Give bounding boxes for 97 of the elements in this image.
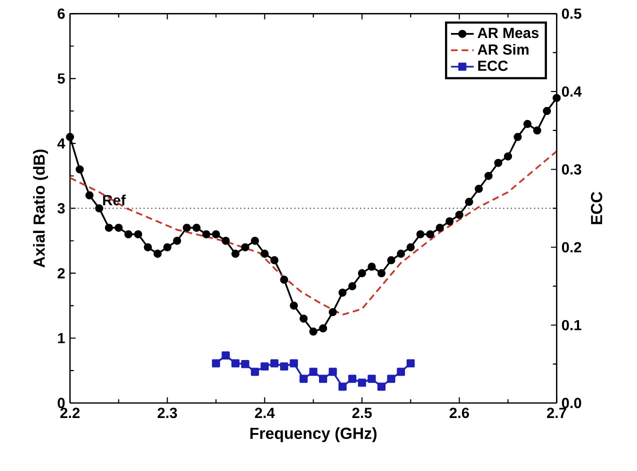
point — [300, 374, 308, 383]
point — [368, 374, 376, 383]
point — [368, 262, 376, 271]
point — [134, 230, 142, 238]
point — [192, 224, 201, 232]
point — [202, 230, 210, 238]
point — [514, 132, 522, 142]
point — [406, 359, 415, 368]
point — [396, 250, 405, 258]
point — [377, 269, 386, 278]
point — [416, 230, 424, 238]
point — [250, 236, 260, 245]
point — [533, 126, 542, 135]
point — [85, 191, 94, 200]
point — [144, 243, 152, 252]
point — [504, 152, 512, 160]
point — [377, 382, 386, 391]
y2-axis-title: ECC — [590, 192, 602, 224]
point — [464, 198, 474, 206]
y-tick-label: 2 — [58, 268, 65, 278]
point — [222, 351, 230, 360]
point — [358, 269, 366, 278]
point — [241, 243, 250, 252]
point — [290, 359, 298, 368]
x-tick-label: 2.6 — [450, 408, 469, 418]
point — [348, 374, 356, 383]
line-series — [70, 150, 557, 316]
point — [474, 184, 483, 193]
x-tick-label: 2.5 — [352, 408, 372, 418]
point — [270, 256, 278, 264]
x-tick-label: 2.3 — [158, 408, 178, 418]
y2-tick-label: 0.5 — [562, 8, 582, 19]
point — [446, 217, 454, 226]
y2-tick-label: 0.1 — [562, 320, 582, 330]
y-tick-label: 5 — [58, 73, 65, 84]
point — [104, 224, 114, 232]
point — [66, 132, 74, 142]
y-tick-label: 6 — [58, 8, 65, 19]
point — [212, 359, 220, 368]
y-tick-label: 4 — [57, 138, 66, 148]
y2-tick-label: 0.4 — [562, 86, 582, 97]
point — [387, 374, 396, 383]
point — [222, 236, 230, 245]
point — [328, 308, 337, 316]
point — [270, 359, 278, 368]
x-tick-label: 2.2 — [60, 408, 80, 418]
point — [426, 230, 434, 238]
y-tick-label: 3 — [57, 203, 65, 214]
point — [260, 362, 269, 370]
point — [173, 236, 182, 245]
y2-tick-label: 0.3 — [562, 164, 582, 175]
point — [300, 314, 308, 323]
point — [406, 243, 415, 252]
point — [163, 243, 172, 252]
y-tick-label: 0 — [58, 398, 65, 408]
point — [396, 368, 406, 376]
point — [523, 120, 532, 128]
point — [182, 224, 191, 232]
point — [231, 250, 240, 258]
point — [95, 204, 104, 212]
y-tick-label: 1 — [58, 333, 65, 344]
x-tick-label: 2.4 — [254, 408, 275, 418]
x-axis-title: Frequency (GHz) — [250, 427, 377, 442]
legend-label: ECC — [478, 60, 508, 71]
point — [358, 378, 366, 387]
point — [338, 382, 347, 391]
legend-label: AR Meas — [478, 28, 539, 38]
point — [114, 224, 123, 232]
y2-tick-label: 0.0 — [562, 398, 582, 408]
point — [290, 302, 298, 310]
y-axis-title: Axial Ratio (dB) — [33, 150, 48, 268]
point — [154, 250, 162, 258]
point — [494, 158, 502, 167]
point — [455, 210, 464, 219]
legend-label: AR Sim — [478, 44, 528, 55]
point — [280, 276, 288, 284]
point — [241, 360, 250, 368]
point — [260, 250, 269, 258]
point — [309, 328, 318, 336]
point — [76, 165, 84, 174]
point — [348, 282, 356, 290]
point — [231, 359, 240, 368]
y2-tick-label: 0.2 — [562, 242, 582, 252]
point — [309, 368, 318, 376]
point — [338, 288, 347, 297]
point — [319, 374, 328, 383]
point — [436, 224, 444, 232]
point — [318, 324, 328, 332]
point — [124, 230, 132, 238]
point — [387, 256, 396, 264]
point — [280, 362, 288, 370]
point — [328, 368, 337, 376]
point — [542, 106, 551, 116]
point — [250, 368, 260, 376]
point — [484, 172, 493, 180]
x-tick-label: 2.7 — [546, 408, 566, 418]
point — [212, 230, 220, 238]
